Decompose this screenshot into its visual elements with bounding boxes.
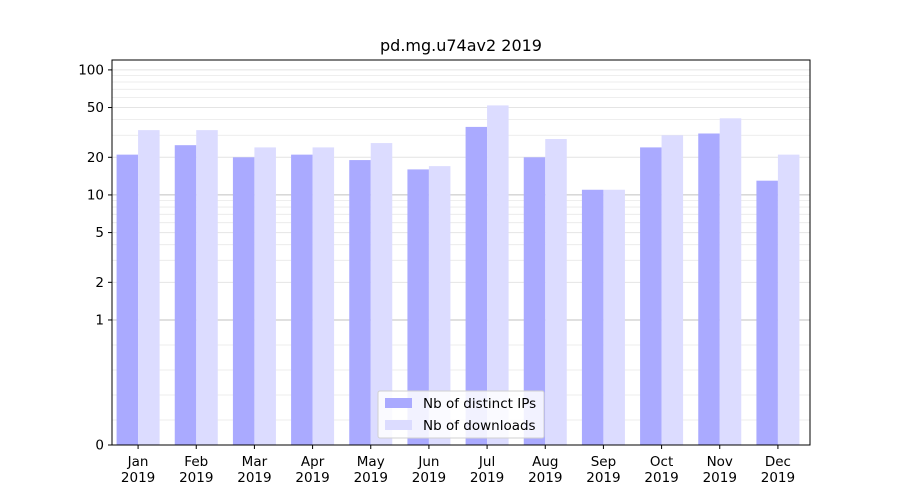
bar-downloads (719, 118, 742, 445)
y-tick-label: 1 (95, 312, 104, 328)
grid (112, 69, 810, 421)
x-tick-label: May 2019 (354, 454, 388, 486)
x-tick-label: Jan 2019 (121, 454, 155, 486)
x-tick-label: Nov 2019 (703, 454, 737, 486)
legend-swatch-distinct-ips (385, 398, 412, 408)
legend-label-distinct-ips: Nb of distinct IPs (423, 396, 536, 412)
legend-box (377, 390, 545, 439)
x-tick-label: Aug 2019 (528, 454, 562, 486)
x-tick-label: Oct 2019 (644, 454, 678, 486)
bar-distinct-ips (640, 147, 662, 446)
x-tick-label: Jul 2019 (470, 454, 504, 486)
legend-label-downloads: Nb of downloads (423, 418, 536, 434)
chart-title: pd.mg.u74av2 2019 (380, 36, 542, 55)
bar-downloads (661, 135, 684, 445)
y-tick-label: 50 (87, 100, 104, 116)
bar-downloads (777, 154, 800, 446)
bar-downloads (138, 130, 160, 445)
bar-downloads (487, 105, 509, 446)
bar-downloads (312, 147, 335, 446)
x-tick-label: Mar 2019 (237, 454, 271, 486)
legend: Nb of distinct IPs Nb of downloads (377, 390, 545, 439)
bars (116, 105, 800, 446)
bar-distinct-ips (349, 160, 371, 445)
bar-distinct-ips (407, 169, 429, 445)
bar-downloads (370, 143, 393, 445)
x-tick-label: Dec 2019 (761, 454, 795, 486)
bar-distinct-ips (465, 126, 488, 446)
bar-downloads (428, 166, 451, 445)
bar-downloads (545, 139, 567, 445)
y-tick-label: 20 (87, 150, 104, 166)
bar-distinct-ips (581, 189, 604, 445)
x-tick-label: Sep 2019 (586, 454, 620, 486)
x-tick-label: Apr 2019 (295, 454, 329, 486)
y-tick-label: 10 (87, 187, 104, 203)
bar-downloads (254, 147, 276, 446)
y-axis: 0 1 2 5 10 20 50 100 (78, 62, 112, 454)
x-tick-label: Jun 2019 (412, 454, 446, 486)
bar-distinct-ips (523, 157, 546, 445)
bar-distinct-ips (174, 145, 197, 445)
y-tick-label: 0 (95, 438, 104, 454)
bar-distinct-ips (291, 154, 313, 446)
y-tick-label: 2 (95, 275, 104, 291)
bar-downloads (603, 189, 625, 445)
bar-distinct-ips (232, 157, 255, 445)
x-axis: Jan 2019 Feb 2019 Mar 2019 Apr 2019 May 2019 Jun 20… (121, 445, 795, 486)
bar-downloads (196, 130, 218, 445)
bar-distinct-ips (698, 133, 720, 445)
y-tick-label: 100 (78, 62, 104, 78)
y-tick-label: 5 (95, 225, 104, 241)
bar-distinct-ips (116, 154, 139, 446)
legend-swatch-downloads (385, 420, 412, 430)
x-tick-label: Feb 2019 (179, 454, 213, 486)
bar-distinct-ips (756, 180, 778, 445)
plot-frame (111, 59, 811, 446)
